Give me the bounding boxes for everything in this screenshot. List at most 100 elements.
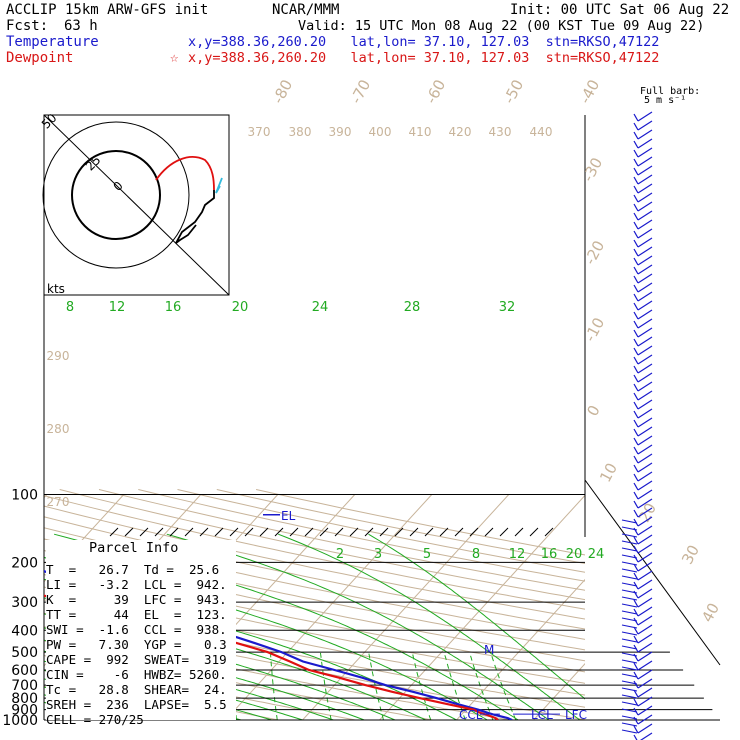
wind-barb-flag — [633, 338, 639, 347]
wind-barb-low — [621, 526, 638, 531]
theta-label: 380 — [289, 125, 312, 139]
wind-barb — [637, 498, 653, 509]
dry-adiabat-line — [44, 612, 585, 720]
hatch-mark — [514, 527, 524, 537]
wind-barb — [637, 426, 653, 437]
mixing-ratio-label: 16 — [541, 547, 558, 562]
parcel-info-title: Parcel Info — [89, 540, 179, 556]
isotherm-label: -50 — [500, 77, 527, 107]
wind-barb-low — [621, 631, 638, 636]
wind-barb-flag — [633, 446, 639, 455]
wind-barb-low — [621, 554, 638, 559]
dry-adiabat-line — [98, 489, 585, 591]
wind-barb — [637, 309, 653, 320]
hodograph-ring-outer — [42, 121, 190, 269]
wind-barb-flag — [633, 734, 638, 740]
hatch-mark — [229, 527, 239, 537]
wind-barb-flag — [633, 257, 639, 266]
wind-barb-flag — [633, 491, 639, 500]
hatch-mark — [109, 527, 119, 537]
hatch-mark — [289, 527, 299, 537]
wind-barb — [637, 507, 653, 518]
pressure-label: 300 — [11, 595, 38, 611]
wind-barb-low — [621, 610, 638, 615]
isotherm-label: -30 — [579, 155, 606, 185]
valid-time: Valid: 15 UTC Mon 08 Aug 22 (00 KST Tue … — [298, 18, 705, 34]
wind-barb-low — [621, 680, 638, 685]
wind-barb-flag — [633, 689, 639, 698]
wind-barb — [637, 444, 653, 455]
wind-barb — [637, 534, 653, 545]
wind-barb-flag — [633, 509, 639, 518]
init-time: Init: 00 UTC Sat 06 Aug 22 — [510, 2, 730, 18]
wind-barb-flag — [633, 419, 639, 428]
wind-barb-low — [621, 624, 638, 629]
mixing-ratio-line — [411, 651, 432, 720]
isotherm-label: 30 — [678, 542, 703, 567]
forecast-hours: 63 h — [64, 18, 98, 34]
wind-barb-flag — [633, 374, 639, 383]
wind-barb-low — [621, 519, 638, 524]
dry-adiabat-line — [59, 489, 585, 601]
isotherm-line — [225, 494, 433, 720]
org-label: NCAR/MMM — [272, 2, 340, 18]
pressure-label: 400 — [11, 623, 38, 639]
wind-barb-low — [621, 547, 638, 552]
wind-barb — [637, 363, 653, 374]
wind-barb-flag — [633, 167, 639, 176]
wind-barb — [637, 318, 653, 329]
isotherm-line — [456, 578, 585, 720]
dry-adiabat-line — [44, 527, 585, 640]
hatch-mark — [349, 527, 359, 537]
wind-barb-flag — [633, 329, 639, 338]
hodograph-diagonal — [43, 114, 230, 296]
wind-barb — [637, 462, 653, 473]
wind-barb — [637, 345, 653, 356]
wind-barb-flag — [633, 572, 639, 581]
wind-barb-flag — [633, 203, 639, 212]
model-title: ACCLIP 15km ARW-GFS init — [6, 2, 209, 18]
isotherm-label: 10 — [596, 460, 621, 485]
dewpoint-profile-line — [44, 594, 499, 720]
parcel-info-panel: Parcel Info T = 26.7 Td = 25.6 LI = -3.2 … — [46, 540, 236, 727]
wind-barb-flag — [633, 383, 639, 392]
wind-barb — [637, 147, 653, 158]
wind-barb-flag — [633, 401, 639, 410]
wind-barb — [637, 570, 653, 581]
mixing-ratio-line — [368, 652, 384, 720]
hatch-mark — [484, 527, 494, 537]
hodograph-ring-inner — [71, 150, 161, 240]
wind-barb-flag — [633, 131, 639, 140]
wind-barb — [637, 300, 653, 311]
wind-barb-flag — [633, 437, 639, 446]
wind-barb — [637, 165, 653, 176]
mixing-ratio-label: 8 — [472, 547, 480, 562]
wind-barb-flag — [633, 608, 639, 617]
moist-adiabat-label: 16 — [165, 300, 182, 315]
wind-barb — [637, 354, 653, 365]
wind-barb — [637, 552, 653, 563]
isotherm-label: -60 — [422, 77, 449, 107]
theta-label: 370 — [248, 125, 271, 139]
wind-barb-low — [621, 715, 638, 720]
wind-barb-flag — [633, 482, 639, 491]
wind-barb-flag — [633, 239, 639, 248]
wind-barb — [637, 543, 653, 554]
hatch-mark — [424, 527, 434, 537]
parcel-info-row: SREH = 236 LAPSE= 5.5 — [46, 697, 227, 712]
wind-barb-flag — [633, 464, 639, 473]
wind-barb-flag — [633, 554, 639, 563]
wind-barb — [637, 273, 653, 284]
wind-barb-low — [621, 645, 638, 650]
wind-barb — [637, 516, 653, 527]
wind-barb-flag — [633, 365, 639, 374]
wind-barb — [637, 129, 653, 140]
dewpoint-star-icon: ☆ — [170, 50, 179, 66]
theta-label: 400 — [369, 125, 392, 139]
wind-barb — [637, 615, 653, 626]
pressure-label: 700 — [11, 678, 38, 694]
hatch-mark — [169, 527, 179, 537]
parcel-info-row: PW = 7.30 YGP = 0.3 — [46, 637, 227, 652]
wind-barb — [637, 489, 653, 500]
hatch-mark — [409, 527, 419, 537]
